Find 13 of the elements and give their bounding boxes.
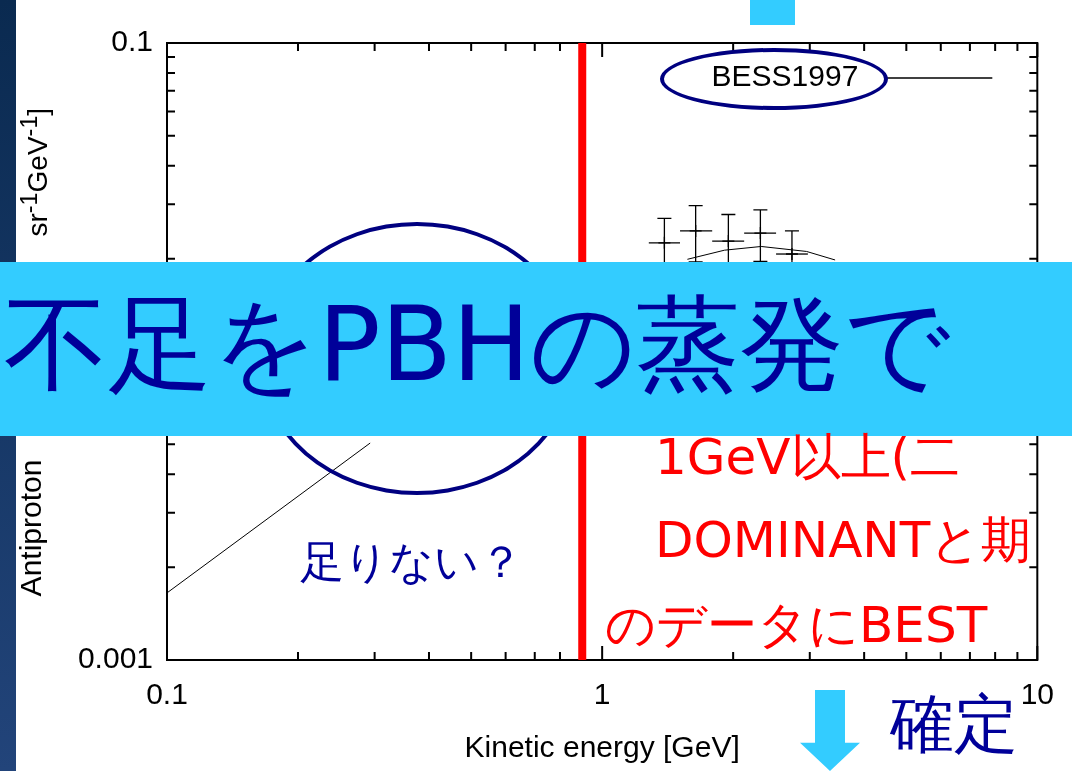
annotation: 1GeV以上(二 xyxy=(655,428,961,486)
y-tick-label: 0.001 xyxy=(77,641,153,675)
legend-label: BESS1997 xyxy=(711,59,859,93)
y-axis-title: Antiproton xyxy=(14,459,48,597)
annotation: 不足をPBHの蒸発で xyxy=(4,283,951,405)
annotation: のデータにBEST xyxy=(605,596,988,654)
annotation: 足りない？ xyxy=(300,536,523,587)
x-tick-label: 0.1 xyxy=(146,677,188,711)
x-tick-label: 1 xyxy=(593,677,611,711)
x-tick-label: 10 xyxy=(1020,677,1054,711)
text: 確定 xyxy=(890,687,1018,761)
annotation: DOMINANTと期 xyxy=(655,511,1032,569)
x-axis-title: Kinetic energy [GeV] xyxy=(464,730,740,764)
